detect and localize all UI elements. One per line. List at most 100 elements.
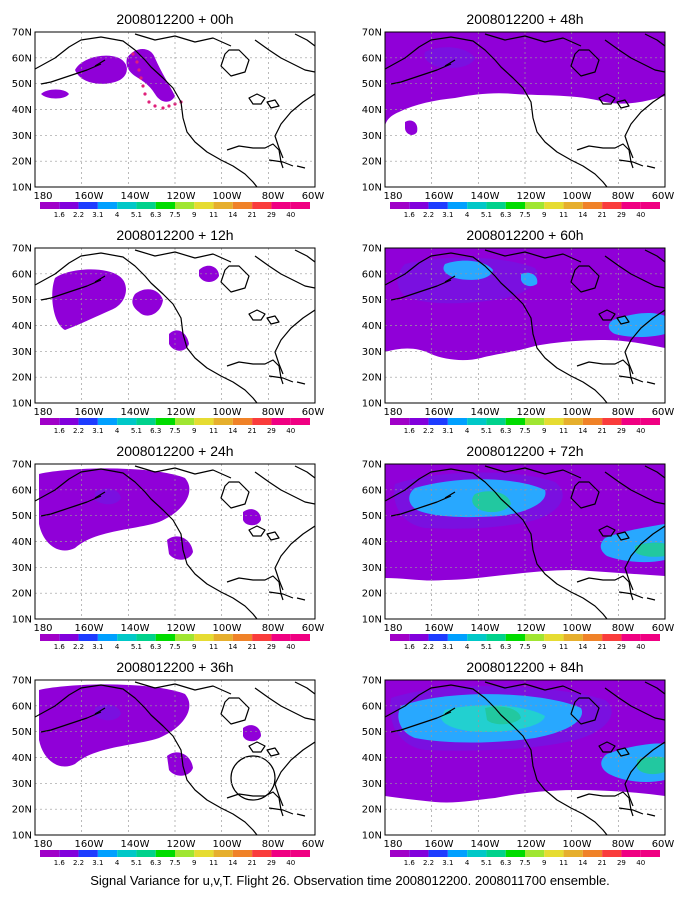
variance-region: [95, 704, 121, 721]
colorbar-swatch: [194, 202, 214, 209]
panel-title: 2008012200 + 36h: [116, 659, 233, 675]
variance-region: [167, 752, 193, 776]
colorbar-label: 21: [248, 643, 257, 651]
map-panel: 2008012200 + 00h 70N 60N 50N 40N 30N 20N 10N180…: [12, 11, 325, 202]
colorbar-swatch: [290, 850, 310, 857]
colorbar-label: 5.1: [481, 643, 492, 651]
panel-frame: [384, 463, 666, 620]
colorbar-label: 3.1: [92, 859, 103, 867]
colorbar-swatch: [290, 202, 310, 209]
lat-label: 40N: [12, 753, 32, 764]
colorbar-swatch: [78, 850, 98, 857]
variance-region: [39, 684, 190, 767]
colorbar-label: 7.5: [169, 859, 180, 867]
flight-track-dot: [143, 92, 147, 96]
colorbar-label: 3.1: [442, 859, 453, 867]
colorbar-label: 29: [267, 427, 276, 435]
colorbar-label: 1.6: [404, 211, 416, 219]
colorbar-swatch: [486, 202, 506, 209]
colorbar-swatch: [213, 850, 233, 857]
colorbar-swatch: [428, 202, 448, 209]
colorbar-label: 6.3: [150, 859, 161, 867]
colorbar-label: 11: [559, 211, 568, 219]
colorbar-swatch: [428, 850, 448, 857]
lat-label: 40N: [362, 537, 382, 548]
lon-label: 140W: [471, 623, 500, 634]
panel-title: 2008012200 + 72h: [466, 443, 583, 459]
lat-label: 20N: [12, 157, 32, 168]
lon-label: 160W: [425, 839, 454, 850]
colorbar-swatch: [390, 418, 410, 425]
colorbar-swatch: [640, 418, 660, 425]
lat-label: 50N: [12, 79, 32, 90]
lon-label: 160W: [425, 623, 454, 634]
colorbar-label: 3.1: [92, 643, 103, 651]
highlight-circle: [230, 755, 276, 801]
variance-region: [169, 330, 189, 351]
colorbar-label: 3.1: [92, 427, 103, 435]
colorbar-swatch: [505, 634, 525, 641]
colorbar-swatch: [117, 850, 137, 857]
lat-label: 10N: [362, 399, 382, 410]
colorbar-swatch: [271, 202, 291, 209]
variance-region: [635, 542, 665, 557]
colorbar-label: 40: [636, 859, 645, 867]
colorbar-label: 29: [617, 643, 626, 651]
lon-label: 60W: [302, 407, 325, 418]
panel-title: 2008012200 + 00h: [116, 11, 233, 27]
variance-region: [405, 120, 418, 135]
lat-label: 50N: [12, 511, 32, 522]
lon-label: 160W: [425, 191, 454, 202]
lat-label: 10N: [12, 831, 32, 842]
lat-label: 20N: [12, 805, 32, 816]
colorbar-swatch: [213, 418, 233, 425]
colorbar-swatch: [525, 418, 545, 425]
lon-label: 120W: [167, 191, 196, 202]
lon-label: 60W: [652, 839, 675, 850]
panel-frame: [34, 247, 316, 404]
colorbar-swatch: [155, 850, 175, 857]
colorbar-swatch: [97, 202, 118, 209]
colorbar-label: 4: [115, 859, 120, 867]
colorbar-swatch: [505, 418, 525, 425]
lat-label: 70N: [362, 244, 382, 255]
map-panel: 2008012200 + 72h 70N 60N 50N 40N 30N 20N 10N180…: [362, 443, 675, 634]
colorbar-swatch: [505, 850, 525, 857]
lat-label: 60N: [12, 485, 32, 496]
lon-label: 140W: [471, 191, 500, 202]
colorbar-label: 14: [228, 427, 237, 435]
colorbar-label: 2.2: [423, 859, 434, 867]
colorbar-label: 9: [192, 643, 196, 651]
colorbar-swatch: [117, 418, 137, 425]
panel-title: 2008012200 + 12h: [116, 227, 233, 243]
map-panel: 2008012200 + 12h 70N 60N 50N 40N 30N 20N 10N180…: [12, 227, 325, 418]
lat-label: 20N: [362, 157, 382, 168]
colorbar-swatch: [390, 850, 410, 857]
colorbar-label: 14: [578, 427, 587, 435]
colorbar-swatch: [40, 202, 60, 209]
colorbar-swatch: [155, 634, 175, 641]
lat-label: 10N: [12, 615, 32, 626]
colorbar-swatch: [621, 850, 641, 857]
colorbar-label: 4: [465, 427, 470, 435]
colorbar-swatch: [271, 634, 291, 641]
colorbar-label: 2.2: [423, 427, 434, 435]
lon-label: 60W: [302, 623, 325, 634]
variance-region: [243, 509, 261, 526]
colorbar-swatch: [97, 850, 118, 857]
colorbar-swatch: [40, 850, 60, 857]
lon-label: 120W: [167, 407, 196, 418]
colorbar-swatch: [467, 850, 487, 857]
lon-label: 160W: [75, 623, 104, 634]
flight-track-dot: [167, 104, 171, 108]
variance-region: [167, 536, 193, 560]
variance-region: [39, 468, 190, 551]
colorbar-label: 11: [209, 643, 218, 651]
lat-label: 50N: [362, 79, 382, 90]
colorbar-label: 2.2: [73, 427, 84, 435]
colorbar-swatch: [409, 418, 429, 425]
colorbar-swatch: [544, 202, 564, 209]
colorbar-swatch: [447, 202, 468, 209]
variance-region: [521, 272, 538, 287]
lon-label: 80W: [612, 407, 635, 418]
